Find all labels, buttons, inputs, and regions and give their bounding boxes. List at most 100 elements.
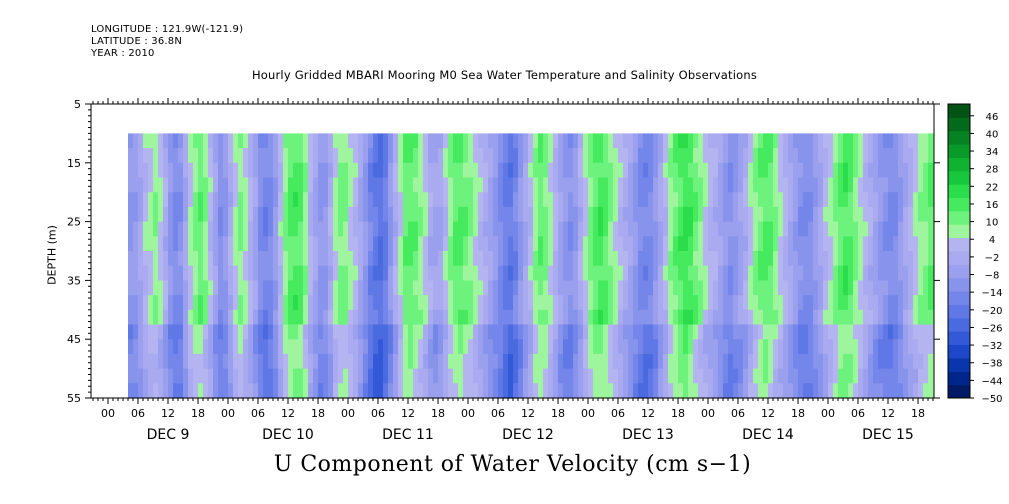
- heatmap-cell: [443, 295, 449, 311]
- heatmap-cell: [668, 206, 674, 223]
- heatmap-cell: [198, 221, 204, 237]
- heatmap-cell: [233, 148, 239, 164]
- heatmap-cell: [593, 265, 599, 281]
- heatmap-cell: [673, 368, 679, 384]
- heatmap-cell: [218, 324, 224, 340]
- heatmap-cell: [398, 383, 404, 399]
- heatmap-cell: [558, 265, 564, 281]
- heatmap-cell: [693, 236, 699, 252]
- heatmap-cell: [478, 368, 484, 384]
- heatmap-cell: [303, 206, 309, 223]
- heatmap-cell: [503, 221, 509, 237]
- heatmap-cell: [438, 133, 444, 149]
- heatmap-cell: [758, 177, 764, 193]
- heatmap-cell: [458, 309, 464, 326]
- heatmap-cell: [783, 251, 789, 267]
- heatmap-cell: [278, 192, 284, 208]
- heatmap-cell: [223, 265, 229, 281]
- heatmap-cell: [263, 148, 269, 164]
- heatmap-cell: [613, 148, 619, 164]
- heatmap-cell: [923, 324, 929, 340]
- colorbar-swatch: [948, 144, 970, 158]
- heatmap-cell: [128, 192, 134, 208]
- heatmap-cell: [183, 280, 189, 296]
- heatmap-cell: [408, 265, 414, 281]
- heatmap-cell: [738, 353, 744, 370]
- heatmap-cell: [328, 383, 334, 399]
- heatmap-cell: [168, 295, 174, 311]
- heatmap-cell: [623, 177, 629, 193]
- heatmap-cell: [343, 353, 349, 370]
- heatmap-cell: [423, 368, 429, 384]
- heatmap-cell: [153, 265, 159, 281]
- colorbar-tick-label: −2: [985, 253, 1000, 264]
- heatmap-cell: [313, 236, 319, 252]
- heatmap-cell: [648, 236, 654, 252]
- heatmap-cell: [568, 339, 574, 355]
- heatmap-cell: [623, 162, 629, 179]
- heatmap-cell: [213, 251, 219, 267]
- heatmap-cell: [643, 206, 649, 223]
- heatmap-cell: [758, 162, 764, 179]
- heatmap-cell: [703, 368, 709, 384]
- heatmap-cell: [218, 148, 224, 164]
- heatmap-cell: [148, 324, 154, 340]
- x-day-label: DEC 14: [742, 427, 794, 443]
- heatmap-cell: [783, 148, 789, 164]
- heatmap-cell: [428, 383, 434, 399]
- heatmap-cell: [448, 221, 454, 237]
- heatmap-cell: [873, 177, 879, 193]
- heatmap-cell: [883, 324, 889, 340]
- heatmap-cell: [288, 309, 294, 326]
- heatmap-cell: [693, 324, 699, 340]
- heatmap-cell: [238, 368, 244, 384]
- heatmap-cell: [818, 221, 824, 237]
- heatmap-cell: [438, 221, 444, 237]
- heatmap-cell: [868, 324, 874, 340]
- heatmap-cell: [253, 383, 259, 399]
- heatmap-cell: [348, 162, 354, 179]
- heatmap-cell: [308, 192, 314, 208]
- heatmap-cell: [213, 280, 219, 296]
- heatmap-cell: [553, 192, 559, 208]
- heatmap-cell: [658, 162, 664, 179]
- heatmap-cell: [153, 236, 159, 252]
- heatmap-cell: [908, 324, 914, 340]
- heatmap-cell: [173, 280, 179, 296]
- heatmap-cell: [713, 280, 719, 296]
- heatmap-cell: [388, 324, 394, 340]
- heatmap-cell: [913, 148, 919, 164]
- heatmap-cell: [723, 177, 729, 193]
- heatmap-cell: [843, 133, 849, 149]
- heatmap-cell: [588, 236, 594, 252]
- heatmap-cell: [663, 383, 669, 399]
- heatmap-cell: [928, 221, 934, 237]
- heatmap-cell: [913, 177, 919, 193]
- heatmap-cell: [213, 383, 219, 399]
- heatmap-cell: [253, 192, 259, 208]
- heatmap-cell: [358, 309, 364, 326]
- heatmap-cell: [533, 162, 539, 179]
- heatmap-cell: [798, 177, 804, 193]
- heatmap-cell: [228, 133, 234, 149]
- heatmap-cell: [128, 309, 134, 326]
- heatmap-cell: [133, 295, 139, 311]
- heatmap-cell: [903, 162, 909, 179]
- heatmap-cell: [873, 353, 879, 370]
- heatmap-cell: [833, 251, 839, 267]
- heatmap-cell: [878, 148, 884, 164]
- heatmap-cell: [763, 206, 769, 223]
- heatmap-cell: [603, 162, 609, 179]
- heatmap-cell: [368, 133, 374, 149]
- heatmap-cell: [788, 251, 794, 267]
- heatmap-cell: [773, 162, 779, 179]
- heatmap-cell: [543, 353, 549, 370]
- heatmap-cell: [148, 368, 154, 384]
- heatmap-cell: [433, 133, 439, 149]
- heatmap-cell: [313, 265, 319, 281]
- heatmap-cell: [543, 280, 549, 296]
- heatmap-cell: [438, 192, 444, 208]
- heatmap-cell: [548, 221, 554, 237]
- heatmap-cell: [618, 339, 624, 355]
- heatmap-cell: [668, 265, 674, 281]
